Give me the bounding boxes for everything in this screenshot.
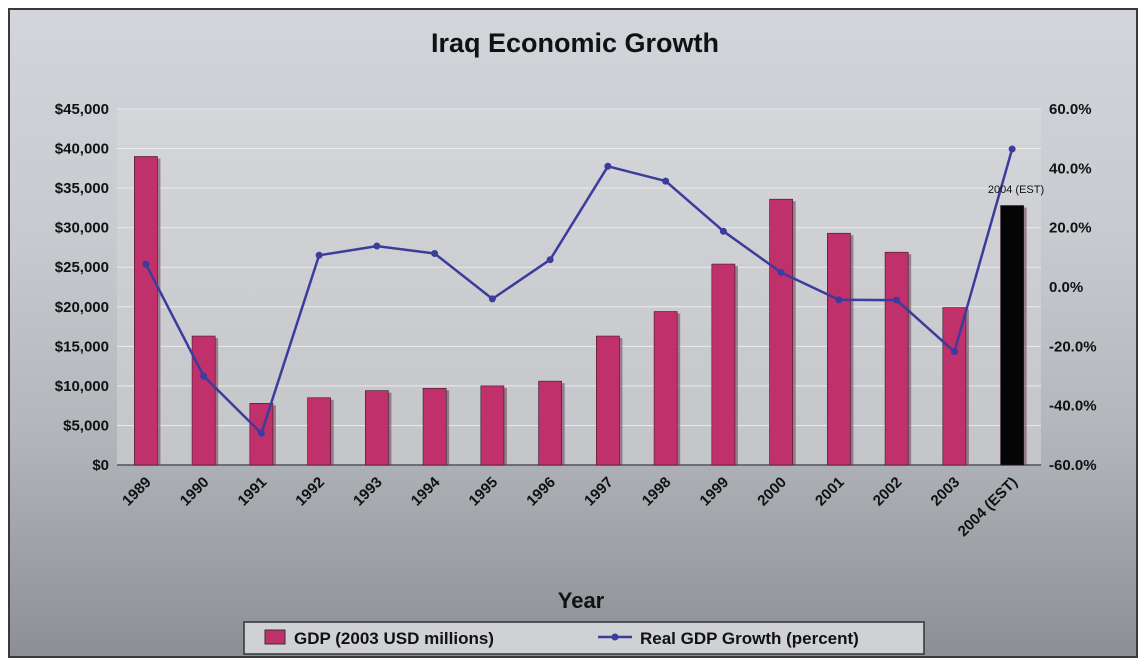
legend-label-growth: Real GDP Growth (percent): [640, 629, 859, 648]
growth-point: [373, 242, 381, 250]
x-axis-title: Year: [558, 588, 605, 613]
legend-marker-growth: [611, 633, 619, 641]
growth-point: [546, 256, 554, 264]
growth-point: [257, 429, 265, 437]
x-tick-label: 1999: [697, 474, 733, 510]
x-tick-label: 1989: [119, 474, 155, 510]
x-tick-label: 2000: [754, 474, 790, 510]
bar: [307, 397, 331, 466]
x-tick-label: 1998: [639, 474, 675, 510]
bar: [827, 232, 851, 466]
y2-tick-label: 20.0%: [1049, 220, 1092, 237]
y-tick-label: $25,000: [55, 259, 109, 276]
y-tick-label: $35,000: [55, 180, 109, 197]
x-tick-label: 2001: [812, 474, 848, 510]
x-tick-label: 1995: [466, 474, 502, 510]
y2-tick-label: -20.0%: [1049, 338, 1097, 355]
chart-svg: Iraq Economic Growth $45,000 $40,000 $35,0…: [55, 28, 1097, 655]
growth-point: [431, 249, 439, 257]
bar: [480, 385, 505, 466]
bar: [884, 251, 909, 466]
growth-point: [315, 251, 323, 259]
x-tick-label: 1997: [581, 474, 617, 510]
x-tick-label: 2004 (EST): [955, 474, 1021, 540]
growth-line: [144, 148, 1014, 435]
y-tick-label: $15,000: [55, 338, 109, 355]
y-axis-left: $45,000 $40,000 $35,000 $30,000 $25,000 $20,0…: [55, 101, 109, 474]
x-tick-label: 1996: [523, 474, 559, 510]
bar: [942, 307, 967, 466]
x-tick-label: 1993: [350, 474, 386, 510]
chart-title: Iraq Economic Growth: [431, 28, 719, 58]
x-tick-label: 2002: [870, 474, 906, 510]
y-axis-right: 60.0% 40.0% 20.0% 0.0% -20.0% -40.0% -60.0%: [1049, 101, 1097, 474]
bar: [653, 311, 678, 466]
y-tick-label: $10,000: [55, 378, 109, 395]
x-tick-label: 1991: [235, 474, 271, 510]
y2-tick-label: -40.0%: [1049, 398, 1097, 415]
growth-point: [662, 177, 670, 185]
bar: [596, 335, 620, 466]
growth-point: [1008, 145, 1016, 153]
bar: [538, 380, 562, 466]
legend: GDP (2003 USD millions) Real GDP Growth …: [243, 621, 925, 655]
line-series: [142, 145, 1016, 437]
growth-point: [950, 348, 958, 356]
x-tick-label: 1994: [408, 473, 444, 509]
growth-point: [142, 260, 150, 268]
y-tick-label: $0: [92, 457, 109, 474]
bar: [711, 263, 736, 466]
y-tick-label: $20,000: [55, 299, 109, 316]
y-tick-label: $30,000: [55, 220, 109, 237]
y-tick-label: $45,000: [55, 101, 109, 118]
y-tick-label: $40,000: [55, 141, 109, 158]
growth-point: [604, 162, 612, 170]
y2-tick-label: 40.0%: [1049, 160, 1092, 177]
y2-tick-label: -60.0%: [1049, 457, 1097, 474]
growth-point: [488, 295, 496, 303]
growth-point: [719, 227, 727, 235]
x-tick-label: 1990: [177, 474, 213, 510]
y-tick-label: $5,000: [63, 417, 109, 434]
y2-tick-label: 60.0%: [1049, 101, 1092, 118]
growth-point: [835, 296, 843, 304]
bar: [769, 198, 793, 466]
x-tick-label: 2003: [928, 474, 964, 510]
bar: [1000, 205, 1024, 466]
legend-label-gdp: GDP (2003 USD millions): [294, 629, 494, 648]
bar-annotation: 2004 (EST): [988, 184, 1044, 196]
bar: [134, 156, 158, 466]
x-tick-label: 1992: [292, 474, 328, 510]
legend-box: [243, 621, 925, 655]
x-axis: 1989 1990 1991 1992 1993 1994 1995 1996 1997 1998…: [119, 473, 1021, 540]
bar: [422, 387, 447, 466]
bar: [191, 335, 216, 466]
chart-frame: Iraq Economic Growth $45,000 $40,000 $35,0…: [8, 8, 1138, 658]
legend-swatch-gdp: [264, 629, 286, 645]
bar: [365, 390, 389, 466]
growth-point: [777, 268, 785, 276]
y2-tick-label: 0.0%: [1049, 279, 1083, 296]
growth-point: [200, 372, 208, 380]
growth-point: [893, 296, 901, 304]
